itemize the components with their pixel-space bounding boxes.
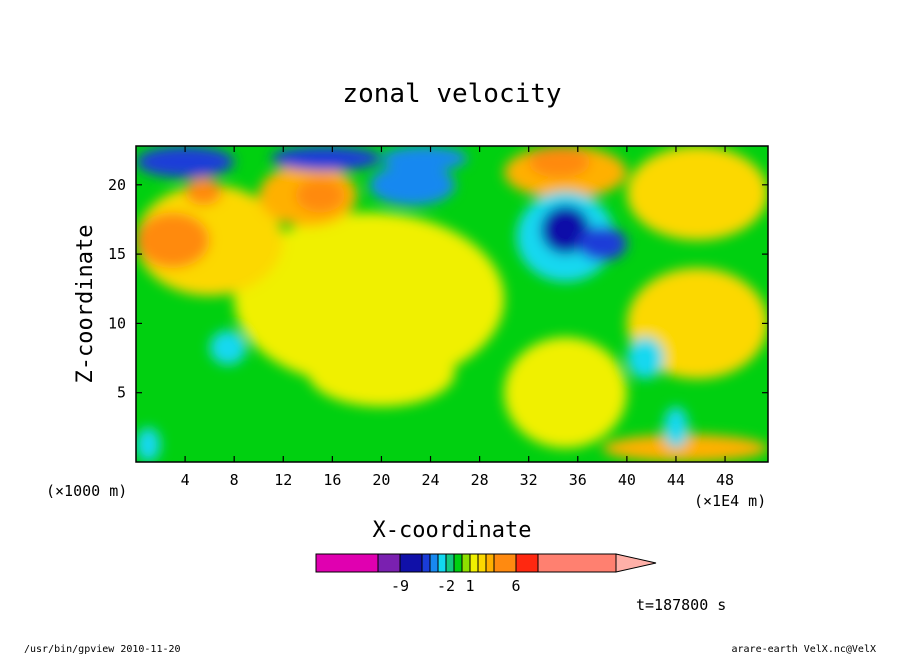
- field-region-21: [136, 427, 161, 462]
- colorbar-label-6: 6: [511, 577, 520, 595]
- colorbar-segment-6: [437, 553, 447, 573]
- x-tick-label-12: 12: [274, 471, 292, 489]
- colorbar-label--9: -9: [391, 577, 409, 595]
- colorbar: -9 -2 1 6: [315, 553, 657, 595]
- file-label: arare-earth_VelX.nc@VelX: [732, 644, 877, 654]
- colorbar-label--2: -2: [437, 577, 455, 595]
- field-region-12: [528, 146, 591, 178]
- x-tick-label-32: 32: [520, 471, 538, 489]
- x-axis-label: X-coordinate: [373, 518, 532, 543]
- x-tick-label-48: 48: [716, 471, 734, 489]
- colorbar-label-1: 1: [465, 577, 474, 595]
- y-tick-label-20: 20: [108, 176, 126, 194]
- y-axis: 5 10 15 20: [108, 176, 768, 402]
- field-region-23: [626, 337, 664, 379]
- field-region-4: [602, 434, 768, 462]
- colorbar-segment-10: [469, 553, 479, 573]
- chart-title: zonal velocity: [342, 79, 561, 109]
- colorbar-arrow: [615, 553, 657, 573]
- field-region-9: [295, 177, 345, 213]
- colorbar-segment-12: [485, 553, 495, 573]
- field-region-20: [381, 146, 468, 171]
- colorbar-segment-14: [515, 553, 539, 573]
- x-tick-label-40: 40: [618, 471, 636, 489]
- colorbar-segment-9: [461, 553, 471, 573]
- y-axis-label: Z-coordinate: [73, 225, 98, 384]
- field-region-10: [185, 177, 222, 206]
- x-tick-label-44: 44: [667, 471, 685, 489]
- y-tick-label-15: 15: [108, 245, 126, 263]
- field-region-19: [270, 146, 382, 171]
- colorbar-segment-4: [421, 553, 431, 573]
- plot-area: [136, 146, 768, 462]
- x-tick-label-28: 28: [471, 471, 489, 489]
- field-region-22: [209, 330, 247, 365]
- field-region-1: [234, 212, 505, 386]
- field-region-7: [136, 212, 210, 268]
- x-axis: 4 8 12 16 20 24 28 32 36 40 44 48: [181, 146, 734, 489]
- field-region-15: [540, 205, 591, 255]
- colorbar-segment-3: [399, 553, 423, 573]
- colorbar-segment-15: [537, 553, 617, 573]
- y-tick-label-5: 5: [117, 384, 126, 402]
- plot-frame: [135, 145, 769, 463]
- x-tick-label-36: 36: [569, 471, 587, 489]
- field-region-18: [136, 146, 235, 178]
- field-region-24: [663, 406, 689, 449]
- x-tick-label-8: 8: [230, 471, 239, 489]
- field-region-2: [307, 337, 456, 407]
- field-region-13: [626, 146, 768, 241]
- program-label: /usr/bin/gpview 2010-11-20: [24, 644, 181, 654]
- x-tick-label-20: 20: [372, 471, 390, 489]
- field-region-3: [504, 337, 627, 449]
- field-region-17: [369, 164, 456, 206]
- colorbar-segment-5: [429, 553, 439, 573]
- field-region-16: [577, 226, 627, 262]
- y-units-label: (×1000 m): [46, 482, 127, 500]
- x-units-label: (×1E4 m): [694, 492, 766, 510]
- colorbar-segment-11: [477, 553, 487, 573]
- x-tick-label-16: 16: [323, 471, 341, 489]
- time-label: t=187800 s: [636, 596, 726, 614]
- colorbar-segment-8: [453, 553, 463, 573]
- colorbar-segment-2: [377, 553, 401, 573]
- x-tick-label-4: 4: [181, 471, 190, 489]
- colorbar-segment-1: [315, 553, 379, 573]
- y-tick-label-10: 10: [108, 314, 126, 332]
- colorbar-segment-7: [445, 553, 455, 573]
- colorbar-segment-13: [493, 553, 517, 573]
- x-tick-label-24: 24: [421, 471, 439, 489]
- field-regions: [136, 146, 768, 462]
